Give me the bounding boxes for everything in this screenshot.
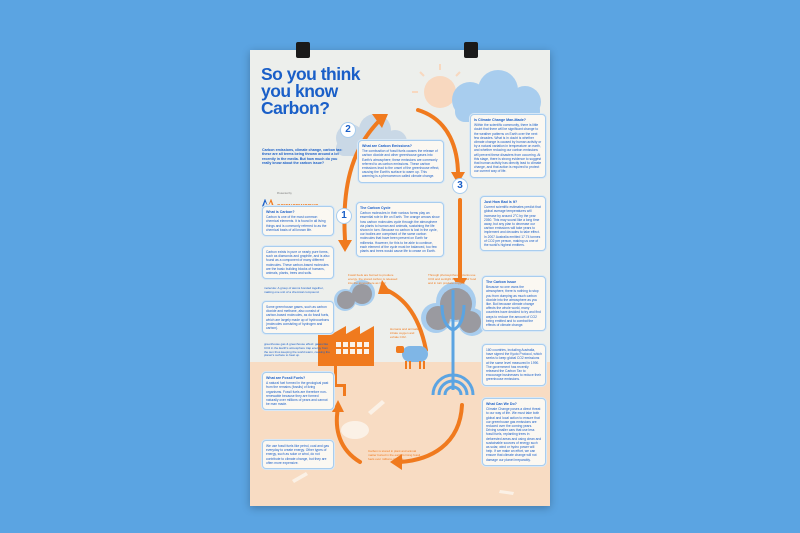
box-heading: The Carbon Issue: [486, 280, 517, 284]
box-text: We use fossil fuels like petrol, coal an…: [266, 444, 329, 465]
box-text: Carbon exists in pure or nearly pure for…: [266, 250, 330, 276]
note-fossil-burned: Fossil fuels are burned to produce energ…: [348, 273, 398, 285]
fossil-bones: [292, 400, 514, 495]
box-heading: What are Carbon Emissions?: [362, 144, 412, 148]
box-carbon-forms: Carbon exists in pure or nearly pure for…: [262, 246, 334, 280]
arrow-stored: [398, 403, 464, 464]
note-stored: Carbon is stored in plant and animal mat…: [368, 449, 421, 461]
box-heading: What is Carbon?: [266, 210, 295, 214]
box-fossil-fuel-use: We use fossil fuels like petrol, coal an…: [262, 440, 334, 470]
binder-clip-right: [464, 42, 478, 58]
box-text: Because no one owns the atmosphere, ther…: [486, 285, 541, 328]
box-what-can-we-do: What Can We Do? Climate Change poses a di…: [482, 398, 546, 466]
box-text: A natural fuel formed in the geological …: [266, 381, 329, 407]
box-carbon-cycle: The Carbon Cycle Carbon molecules in thei…: [356, 202, 444, 258]
box-carbon-emissions: What are Carbon Emissions? The combustion…: [358, 140, 444, 183]
box-heading: The Carbon Cycle: [360, 206, 391, 210]
poster-title: So you think you know Carbon?: [261, 64, 361, 118]
factory-windows: [336, 342, 369, 354]
box-heading: Is Climate Change Man-Made?: [474, 118, 526, 122]
step-number-1: 1: [336, 208, 352, 224]
box-text: The combustion of fossil fuels causes th…: [362, 149, 440, 179]
sheep-icon: [396, 346, 428, 369]
box-text: 180 countries, including Australia, have…: [486, 348, 542, 382]
note-photosynthesis: Through photosynthesis, plants use CO2 a…: [428, 273, 477, 285]
step-number-3: 3: [452, 178, 468, 194]
box-text: Carbon molecules in their various forms …: [360, 211, 440, 254]
binder-clip-left: [296, 42, 310, 58]
arrow-animals: [380, 286, 428, 352]
tree-icon: [421, 282, 486, 396]
note-greenhouse: greenhouse gas & greenhouse effect: gase…: [264, 342, 330, 358]
box-heading: Just How Bad Is It?: [484, 200, 518, 204]
carbon-poster: So you think you know Carbon? Carbon emi…: [250, 42, 550, 506]
box-text: Some greenhouse gases, such as carbon di…: [266, 305, 330, 331]
step-number-2: 2: [340, 122, 356, 138]
poster-intro: Carbon emissions, climate change, carbon…: [262, 148, 343, 166]
note-animals: Humans and animals inhale oxygen and exh…: [390, 327, 419, 339]
box-text: Climate Change poses a direct threat to …: [486, 407, 542, 462]
box-how-bad: Just How Bad Is It? Current scientific es…: [480, 196, 546, 252]
box-text: Current scientific estimates predict tha…: [484, 205, 541, 248]
sun-icon: [412, 64, 461, 108]
arrow-fuels: [334, 406, 362, 464]
fossil-skull-icon: [341, 421, 369, 439]
box-what-is-carbon: What is Carbon? Carbon is one of the most…: [262, 206, 334, 237]
smoke-cloud-icon: [334, 280, 375, 311]
box-kyoto: 180 countries, including Australia, have…: [482, 344, 546, 386]
note-molecules: molecule: A group of atoms bonded togeth…: [264, 286, 324, 294]
arrow-down-curve: [416, 108, 460, 177]
box-carbon-issue: The Carbon Issue Because no one owns the …: [482, 276, 546, 332]
box-heading: What are Fossil Fuels?: [266, 376, 306, 380]
box-text: Carbon is one of the most common chemica…: [266, 215, 327, 232]
logo-presented-by: Presented by: [277, 192, 292, 195]
box-fossil-fuels: What are Fossil Fuels? A natural fuel for…: [262, 372, 334, 411]
box-greenhouse-gases: Some greenhouse gases, such as carbon di…: [262, 301, 334, 335]
carbon-cycle-arrows: [334, 108, 464, 464]
box-man-made: Is Climate Change Man-Made? Within the sc…: [470, 114, 546, 178]
box-text: Within the scientific community, there i…: [474, 123, 542, 174]
box-heading: What Can We Do?: [486, 402, 517, 406]
